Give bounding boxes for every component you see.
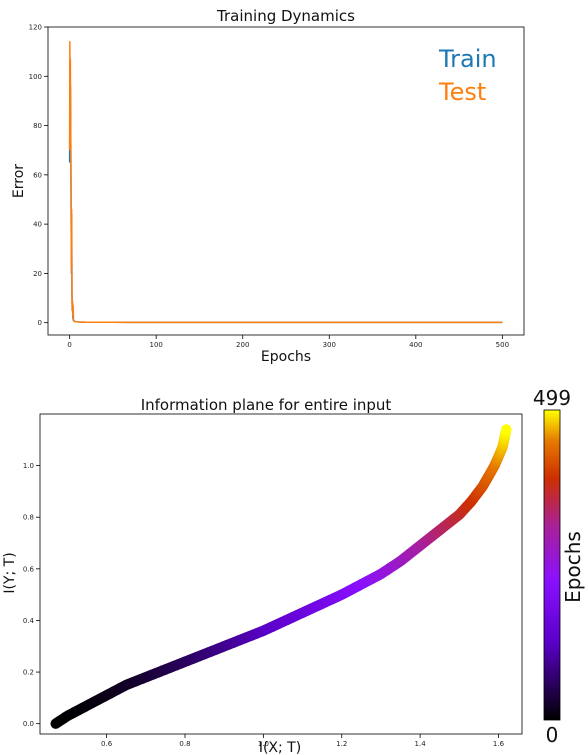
x-tick-label: 100 [149,341,162,349]
x-tick-label: 1.6 [493,740,505,748]
y-tick-label: 1.0 [23,462,34,470]
x-tick-label: 0.8 [179,740,190,748]
series-line-train [68,63,503,324]
y-tick-label: 0.6 [23,565,35,573]
x-tick-label: 1.0 [258,740,269,748]
legend-test: Test [438,78,486,106]
chart2-y-label: I(Y; T) [2,552,18,593]
x-tick-label: 0 [67,341,71,349]
y-tick-label: 0.0 [23,720,34,728]
chart1-y-ticks: 0 20 40 60 80 100 120 [29,24,48,327]
colorbar-min-label: 0 [546,723,559,747]
y-tick-label: 0 [38,319,42,327]
colorbar [543,409,561,721]
chart2-x-label: I(X; T) [259,740,301,755]
y-tick-label: 20 [33,270,42,278]
y-tick-label: 40 [33,221,42,229]
y-tick-label: 100 [29,73,42,81]
y-tick-label: 120 [29,24,42,32]
chart2-frame [39,413,523,735]
x-tick-label: 1.2 [336,740,347,748]
chart1-x-label: Epochs [261,349,311,365]
chart1-x-ticks: 0 100 200 300 400 500 [67,335,509,349]
chart1-y-label: Error [11,164,27,198]
chart2-title: Information plane for entire input [141,396,392,414]
colorbar-max-label: 499 [533,386,571,410]
y-tick-label: 0.2 [23,669,34,677]
information-plane-chart: Information plane for entire input 0.6 0.… [2,386,585,755]
y-tick-label: 0.4 [23,617,35,625]
training-dynamics-chart: Training Dynamics 0 100 200 300 400 500 0 20 40… [11,7,525,365]
chart1-series [68,41,503,324]
chart1-frame [47,26,525,336]
y-tick-label: 80 [33,122,42,130]
y-tick-label: 0.8 [23,514,34,522]
chart2-y-ticks: 0.0 0.2 0.4 0.6 0.8 1.0 [23,462,40,728]
chart2-x-ticks: 0.6 0.8 1.0 1.2 1.4 1.6 [101,734,505,748]
x-tick-label: 400 [409,341,422,349]
x-tick-label: 200 [236,341,249,349]
chart2-points [50,424,512,729]
series-line-test [68,41,503,324]
epoch-point [501,424,512,435]
x-tick-label: 300 [323,341,336,349]
legend-train: Train [438,45,497,73]
x-tick-label: 500 [496,341,509,349]
x-tick-label: 0.6 [101,740,113,748]
x-tick-label: 1.4 [415,740,427,748]
y-tick-label: 60 [33,171,42,179]
chart1-title: Training Dynamics [216,7,355,25]
colorbar-label: Epochs [561,531,585,603]
